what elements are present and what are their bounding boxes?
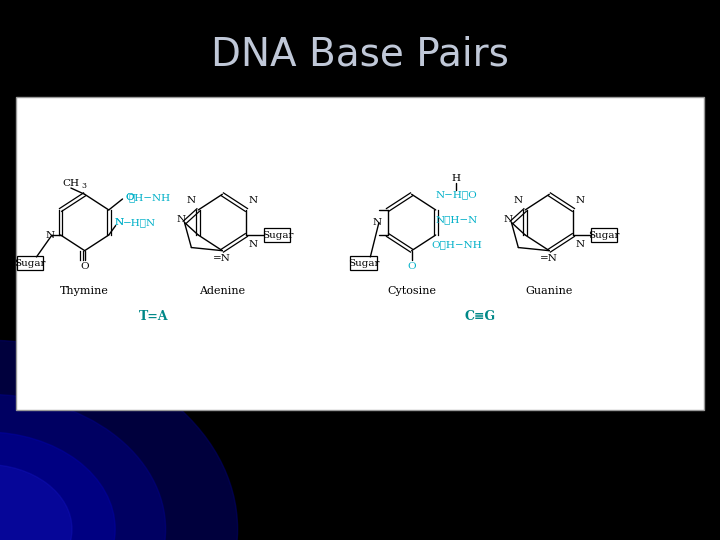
Text: C≡G: C≡G — [465, 310, 496, 323]
Text: Thymine: Thymine — [60, 286, 109, 296]
Text: O: O — [81, 262, 89, 271]
Text: N: N — [45, 231, 55, 240]
Text: Sugar: Sugar — [261, 231, 293, 240]
Text: N: N — [576, 240, 585, 249]
Text: Sugar: Sugar — [348, 259, 379, 268]
Text: −H⋯N: −H⋯N — [123, 218, 156, 227]
Circle shape — [0, 340, 238, 540]
Bar — [351, 256, 377, 270]
Text: N: N — [176, 215, 186, 224]
Text: CH: CH — [63, 179, 79, 188]
Text: N: N — [576, 196, 585, 205]
Text: O: O — [408, 262, 416, 271]
Text: N: N — [514, 196, 523, 205]
Text: =N: =N — [540, 254, 558, 263]
Text: N: N — [503, 215, 513, 224]
Bar — [17, 256, 42, 270]
Bar — [264, 228, 290, 242]
Circle shape — [0, 432, 115, 540]
Circle shape — [0, 464, 72, 540]
Text: N: N — [114, 218, 124, 227]
Text: =N: =N — [213, 254, 231, 263]
Text: H: H — [452, 174, 461, 183]
Circle shape — [0, 394, 166, 540]
Text: O⋯H−NH: O⋯H−NH — [431, 240, 482, 249]
Text: N: N — [248, 240, 258, 249]
Text: O: O — [125, 193, 134, 202]
Text: N−H⋯O: N−H⋯O — [436, 190, 477, 199]
Bar — [16, 97, 704, 410]
Text: 3: 3 — [81, 183, 86, 191]
Text: N⋯H−N: N⋯H−N — [435, 215, 477, 224]
Text: N: N — [186, 196, 196, 205]
Text: DNA Base Pairs: DNA Base Pairs — [211, 35, 509, 73]
Text: Sugar: Sugar — [14, 259, 45, 268]
Text: T=A: T=A — [139, 310, 168, 323]
Text: N: N — [248, 196, 258, 205]
Bar — [591, 228, 618, 242]
Text: Sugar: Sugar — [589, 231, 620, 240]
Text: N: N — [373, 218, 382, 227]
Text: ⋯H−NH: ⋯H−NH — [129, 193, 171, 202]
Text: O: O — [125, 193, 134, 202]
Text: Cytosine: Cytosine — [387, 286, 436, 296]
Text: Adenine: Adenine — [199, 286, 246, 296]
Text: N: N — [114, 218, 124, 227]
Text: Guanine: Guanine — [526, 286, 573, 296]
